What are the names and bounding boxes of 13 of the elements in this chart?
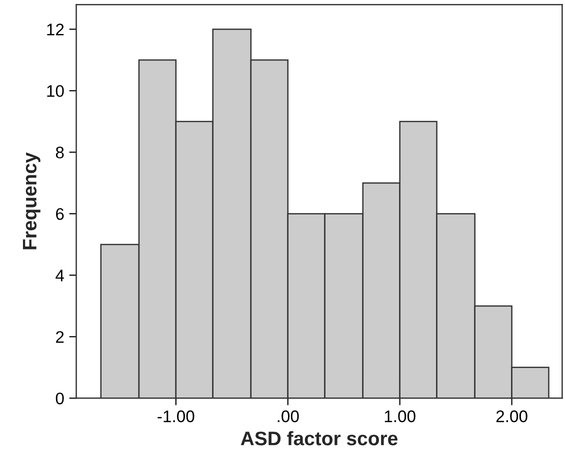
y-tick-label: 12 [47,24,64,36]
x-tick-label: -1.00 [158,410,194,422]
y-tick-label: 10 [47,85,64,97]
x-tick-label: 1.00 [384,410,416,422]
y-tick-label: 2 [56,331,64,343]
x-tick-label: 2.00 [496,410,528,422]
y-tick-label: 6 [56,208,64,220]
y-tick-label: 8 [56,146,64,158]
y-axis-title: Frequency [22,152,40,250]
y-tick-label: 0 [56,392,64,404]
x-axis-title: ASD factor score [240,431,398,446]
x-tick-label: .00 [278,410,299,422]
y-tick-label: 4 [56,270,64,282]
